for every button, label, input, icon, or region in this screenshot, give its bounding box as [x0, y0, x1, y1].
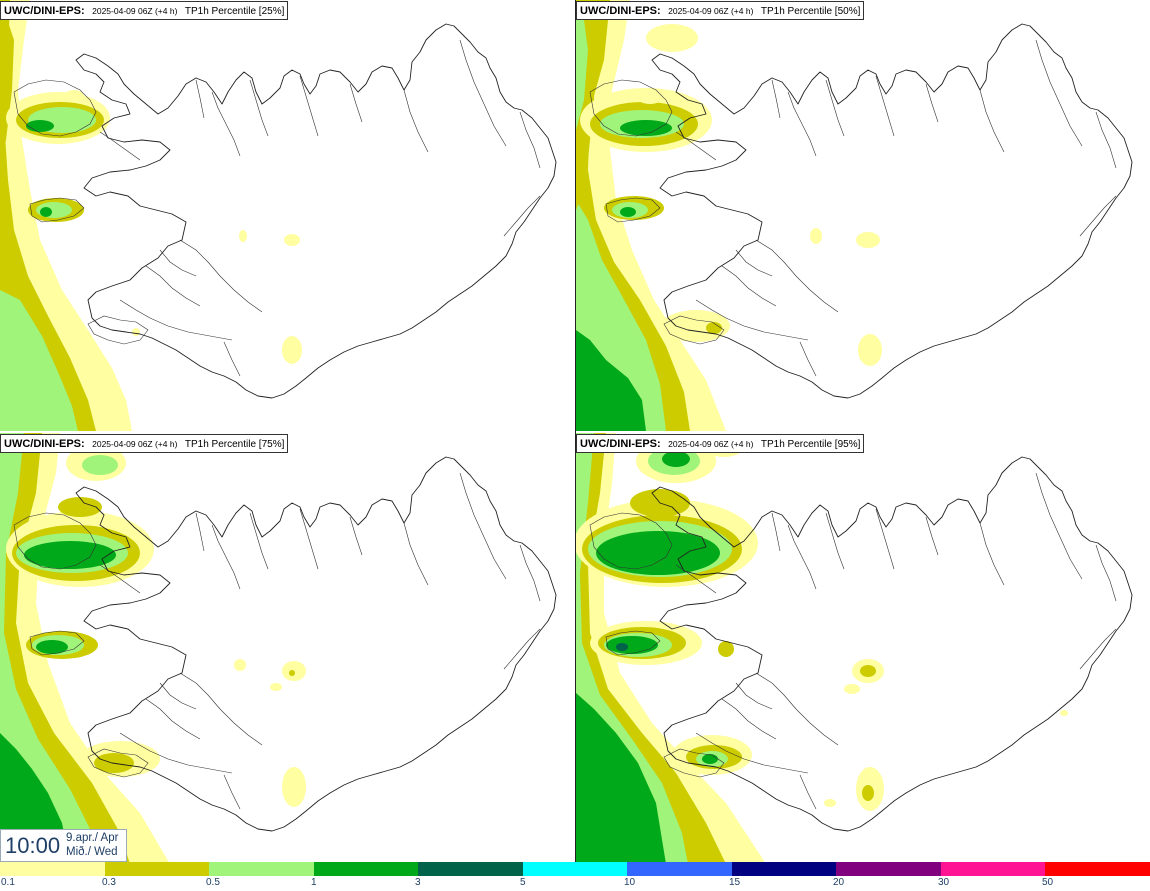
run-time: 2025-04-09 06Z (+4 h): [668, 6, 754, 16]
precip-map-p75: [0, 433, 557, 864]
legend-swatch: [313, 862, 419, 876]
valid-time-box: 10:00 9.apr./ Apr Mið./ Wed: [0, 829, 127, 862]
map-panel-p95: UWC/DINI-EPS: 2025-04-09 06Z (+4 h) TP1h…: [576, 433, 1150, 864]
model-name: UWC/DINI-EPS: [580, 438, 657, 450]
precip-map-p50: [576, 0, 1133, 431]
legend-tick-label: 0.1: [1, 877, 15, 888]
run-time: 2025-04-09 06Z (+4 h): [668, 439, 754, 449]
parameter-label: TP1h Percentile [75%]: [184, 439, 285, 450]
map-panel-p75: UWC/DINI-EPS: 2025-04-09 06Z (+4 h) TP1h…: [0, 433, 575, 864]
legend-tick-label: 10: [624, 877, 636, 888]
valid-time: 10:00: [5, 833, 61, 858]
legend-swatch: [209, 862, 314, 876]
legend-tick-label: 20: [833, 877, 845, 888]
valid-date: 9.apr./ Apr: [66, 832, 119, 844]
legend-tick-label: 3: [415, 877, 421, 888]
model-name: UWC/DINI-EPS: [580, 5, 657, 17]
legend-swatch: [104, 862, 210, 876]
legend-swatch: [940, 862, 1046, 876]
model-name: UWC/DINI-EPS: [4, 5, 81, 17]
legend-tick-label: 1: [311, 877, 317, 888]
legend-swatch: [836, 862, 941, 876]
color-legend: [0, 862, 1150, 876]
legend-swatch: [522, 862, 628, 876]
legend-tick-label: 0.5: [206, 877, 220, 888]
map-panel-p25: UWC/DINI-EPS: 2025-04-09 06Z (+4 h) TP1h…: [0, 0, 575, 431]
parameter-label: TP1h Percentile [25%]: [184, 6, 285, 17]
legend-tick-label: 0.3: [102, 877, 116, 888]
legend-swatch: [1045, 862, 1150, 876]
legend-tick-label: 50: [1042, 877, 1054, 888]
panel-title: UWC/DINI-EPS: 2025-04-09 06Z (+4 h) TP1h…: [0, 434, 289, 453]
legend-swatch: [0, 862, 105, 876]
legend-tick-label: 30: [938, 877, 950, 888]
legend-swatch: [731, 862, 837, 876]
legend-tick-label: 15: [729, 877, 741, 888]
parameter-label: TP1h Percentile [50%]: [760, 6, 861, 17]
panel-title: UWC/DINI-EPS: 2025-04-09 06Z (+4 h) TP1h…: [576, 434, 865, 453]
valid-day: Mið./ Wed: [66, 846, 118, 858]
run-time: 2025-04-09 06Z (+4 h): [92, 439, 178, 449]
panel-divider: [575, 0, 576, 862]
map-panel-p50: UWC/DINI-EPS: 2025-04-09 06Z (+4 h) TP1h…: [576, 0, 1150, 431]
legend-ticks: 0.1 0.3 0.5 1 3 5 10 15 20 30 50: [0, 877, 1150, 891]
precip-map-p25: [0, 0, 557, 431]
legend-tick-label: 5: [520, 877, 526, 888]
legend-swatch: [418, 862, 523, 876]
parameter-label: TP1h Percentile [95%]: [760, 439, 861, 450]
run-time: 2025-04-09 06Z (+4 h): [92, 6, 178, 16]
model-name: UWC/DINI-EPS: [4, 438, 81, 450]
panel-title: UWC/DINI-EPS: 2025-04-09 06Z (+4 h) TP1h…: [576, 1, 865, 20]
legend-swatch: [627, 862, 732, 876]
panel-title: UWC/DINI-EPS: 2025-04-09 06Z (+4 h) TP1h…: [0, 1, 289, 20]
precip-map-p95: [576, 433, 1133, 864]
